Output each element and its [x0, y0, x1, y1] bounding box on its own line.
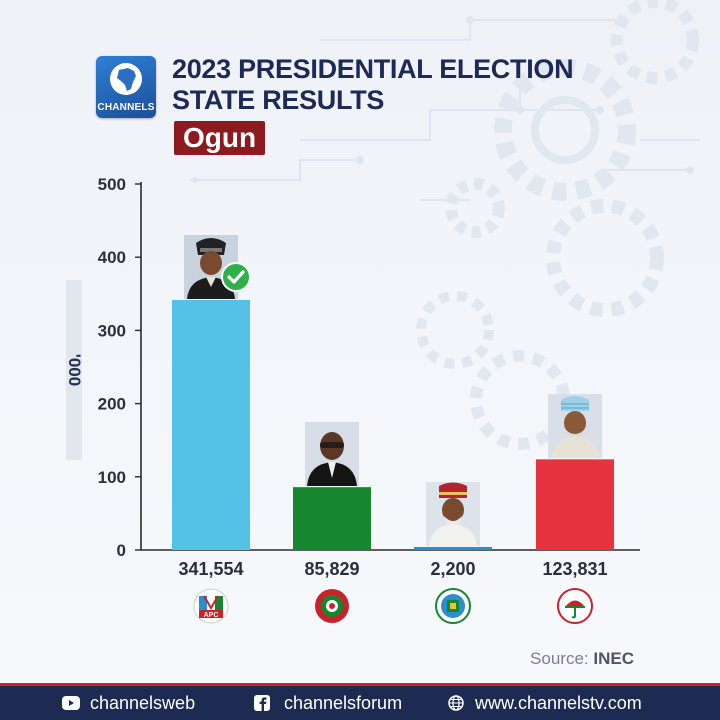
- facebook-handle[interactable]: channelsforum: [284, 693, 403, 713]
- bar-pdp: [536, 459, 614, 550]
- facebook-icon: [254, 695, 270, 711]
- winner-check-icon: [221, 261, 251, 292]
- candidate-portrait-pdp: [548, 394, 602, 459]
- lp-party-logo: [315, 589, 349, 623]
- page-title: 2023 PRESIDENTIAL ELECTION STATE RESULTS: [172, 54, 574, 116]
- logo-text: CHANNELS: [97, 102, 155, 113]
- y-tick-label: 200: [98, 395, 126, 414]
- website-link[interactable]: www.channelstv.com: [475, 693, 642, 713]
- y-tick-label: 500: [98, 175, 126, 194]
- youtube-icon: [62, 696, 80, 710]
- title-line-2: STATE RESULTS: [172, 85, 385, 115]
- y-tick-label: 400: [98, 248, 126, 267]
- y-tick-label: 300: [98, 321, 126, 340]
- bar-value-label: 85,829: [304, 559, 360, 579]
- nnpp-party-logo: [435, 588, 471, 624]
- candidate-portrait-nnpp: [426, 482, 480, 546]
- bar-value-label: 341,554: [178, 559, 244, 579]
- footer-accent: [0, 683, 720, 686]
- bar-lp: [293, 487, 371, 550]
- channels-logo: CHANNELS: [96, 56, 156, 118]
- apc-logo-text: APC: [204, 612, 219, 619]
- africa-globe-icon: [110, 63, 142, 95]
- candidate-portrait-lp: [305, 422, 359, 487]
- source-note: Source: INEC: [530, 649, 634, 669]
- source-label: Source:: [530, 649, 589, 668]
- youtube-handle[interactable]: channelsweb: [90, 693, 196, 713]
- source-value: INEC: [593, 649, 634, 668]
- apc-party-logo: APC: [193, 588, 229, 624]
- bar-apc: [172, 299, 250, 550]
- y-tick-label: 0: [117, 541, 126, 560]
- y-tick-label: 100: [98, 468, 126, 487]
- pdp-party-logo: [557, 588, 593, 624]
- footer-bar: channelsweb channelsforum www.channelstv…: [0, 686, 720, 720]
- bar-value-label: 2,200: [430, 559, 476, 579]
- bar-nnpp: [414, 547, 492, 550]
- state-badge: Ogun: [174, 121, 266, 155]
- ylabel-band: [66, 280, 82, 460]
- title-line-1: 2023 PRESIDENTIAL ELECTION: [172, 54, 574, 84]
- bar-value-label: 123,831: [542, 559, 608, 579]
- globe-icon: [448, 695, 464, 711]
